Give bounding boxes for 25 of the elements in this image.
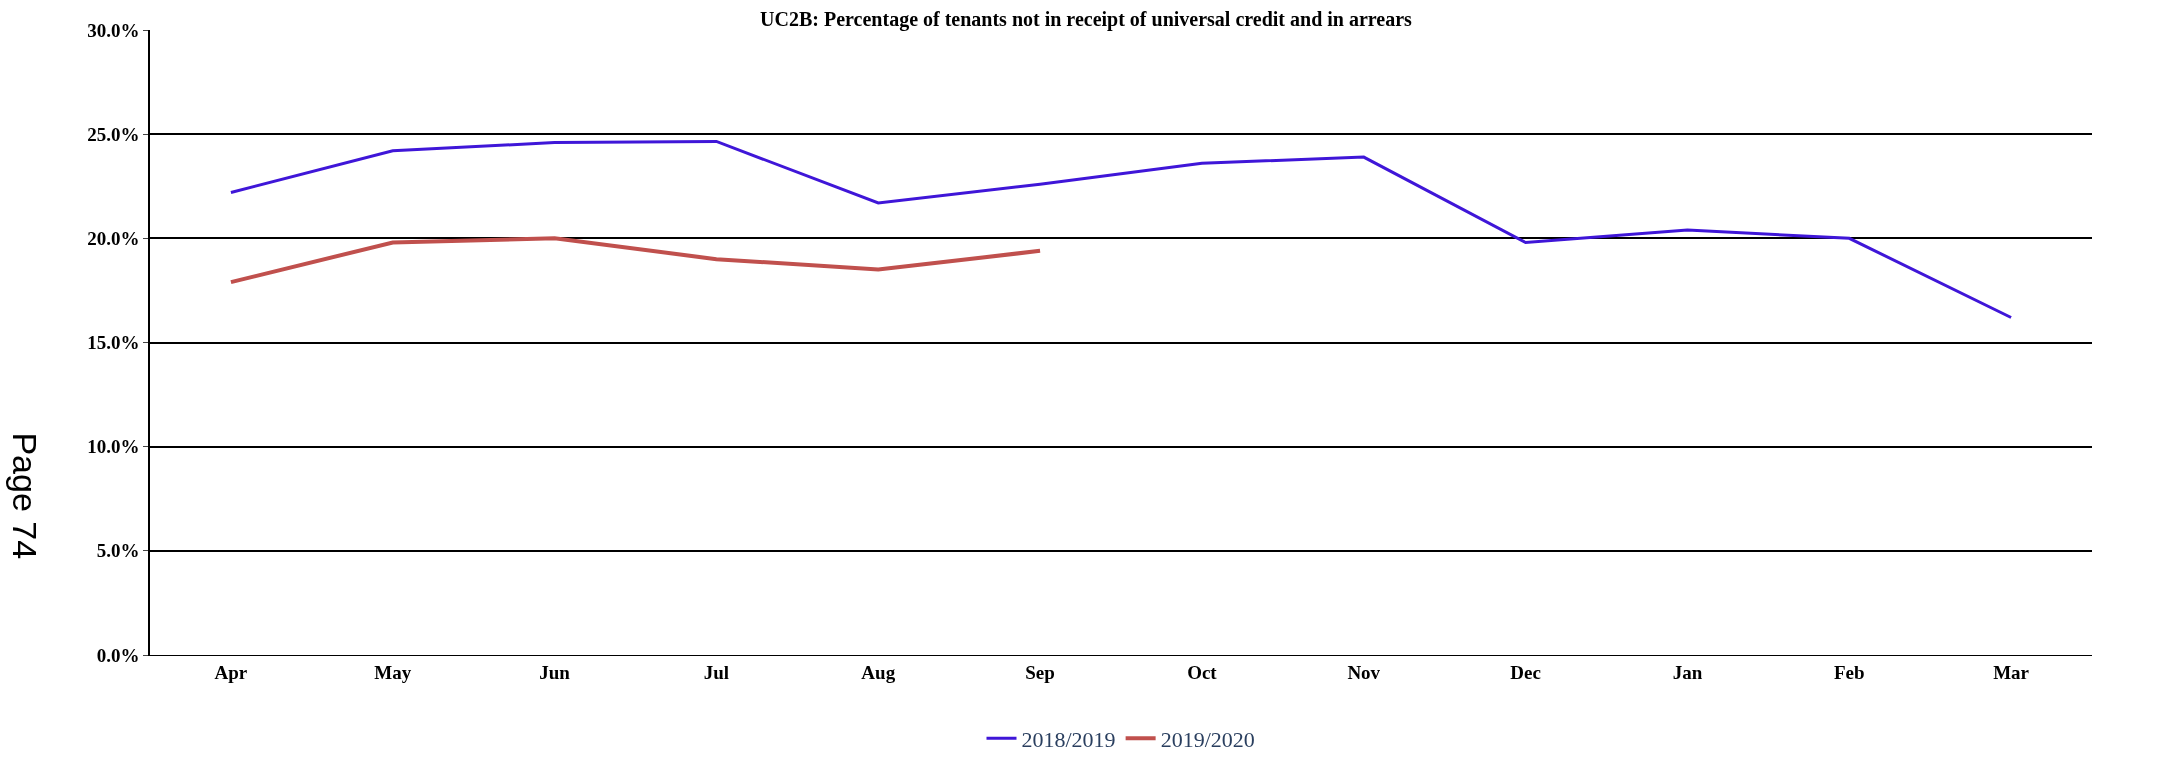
chart-title: UC2B: Percentage of tenants not in receipt of universal credit and in arrears (760, 7, 1413, 31)
text: Page 74 (6, 432, 45, 560)
line-series (228, 236, 1043, 285)
legend-label: 2018/2019 (1021, 726, 1116, 752)
line-series (229, 139, 2013, 319)
x-tick-label: Mar (1993, 661, 2030, 683)
y-tick-label: 5.0% (96, 540, 140, 562)
y-tick-label: 20.0% (87, 227, 140, 249)
y-tick-label: 0.0% (96, 644, 140, 666)
x-tick-label: Nov (1347, 661, 1381, 683)
y-tick-label: 15.0% (87, 332, 140, 354)
x-tick-label: Apr (214, 661, 248, 683)
y-tick-label: 10.0% (87, 436, 140, 458)
x-tick-label: Jan (1672, 661, 1703, 683)
x-tick-label: Dec (1510, 661, 1541, 683)
y-tick-label: 30.0% (87, 19, 140, 41)
y-tick-label: 25.0% (87, 123, 140, 145)
x-tick-label: May (374, 661, 412, 683)
x-tick-label: Jun (539, 661, 571, 683)
legend-label: 2019/2020 (1160, 726, 1255, 752)
x-tick-label: Sep (1025, 661, 1055, 683)
x-tick-label: Aug (861, 661, 896, 683)
x-tick-label: Jul (703, 661, 730, 683)
x-tick-label: Feb (1833, 661, 1865, 683)
x-tick-label: Oct (1187, 661, 1218, 683)
